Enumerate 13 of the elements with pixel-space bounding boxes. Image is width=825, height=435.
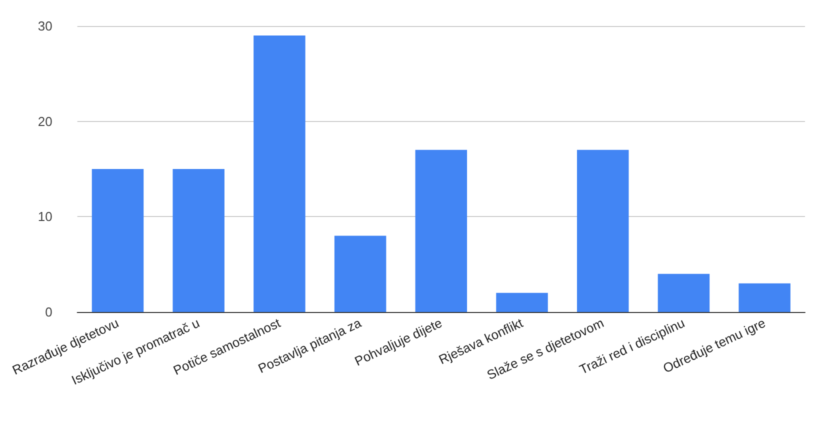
bar: [254, 36, 306, 312]
bar: [172, 169, 224, 312]
bar: [496, 292, 548, 312]
bar: [658, 274, 710, 312]
y-tick-label: 30: [38, 18, 52, 34]
y-tick-label: 10: [38, 209, 52, 224]
y-tick-label: 20: [38, 114, 52, 129]
bar: [92, 169, 144, 312]
bar: [334, 236, 386, 312]
bar: [415, 150, 468, 312]
y-tick-label: 0: [45, 304, 52, 320]
bar: [738, 283, 790, 312]
bar: [576, 150, 629, 312]
